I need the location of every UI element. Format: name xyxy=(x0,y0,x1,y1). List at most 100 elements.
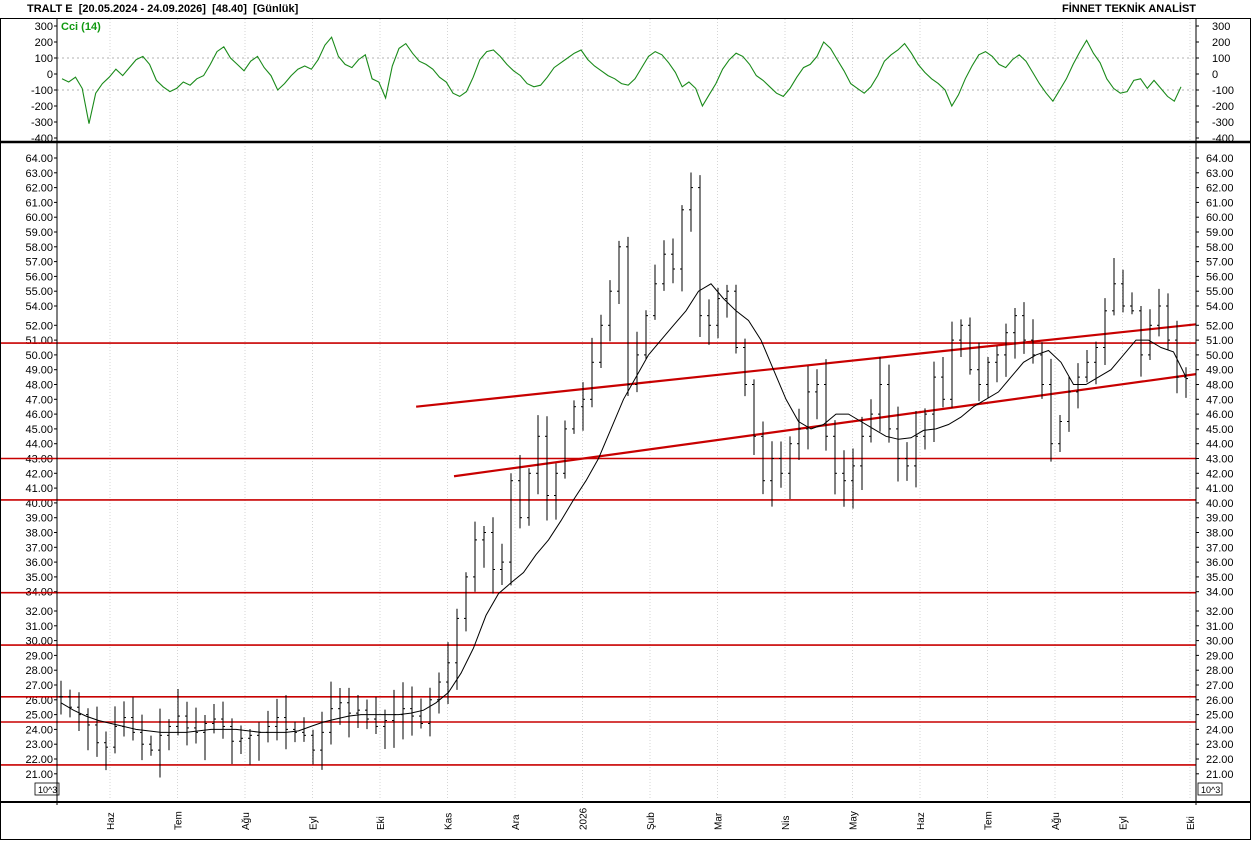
x-axis: Haz Tem Ağu Eyl Eki Kas Ara 2026 Şub Mar Nis May Haz… xyxy=(106,807,1197,830)
price-tick-label: 36.00 xyxy=(25,557,53,569)
price-tick-label-right: 58.00 xyxy=(1206,242,1234,254)
scale-badge-box xyxy=(34,782,60,796)
price-tick-label-right: 45.00 xyxy=(1206,424,1234,436)
price-tick-label: 58.00 xyxy=(25,242,53,254)
price-tick-label: 45.00 xyxy=(25,424,53,436)
cci-tick-label-right: 300 xyxy=(1212,21,1230,33)
price-tick-label: 27.00 xyxy=(25,680,53,692)
symbol: TRALT E xyxy=(27,3,73,15)
price-tick-label: 63.00 xyxy=(25,168,53,180)
price-tick-label-right: 63.00 xyxy=(1206,168,1234,180)
cci-tick-label-right: -200 xyxy=(1212,101,1234,113)
price-tick-label-right: 54.00 xyxy=(1206,301,1234,313)
price-tick-label: 37.00 xyxy=(25,542,53,554)
price-tick-label: 23.00 xyxy=(25,739,53,751)
price-tick-label: 21.00 xyxy=(25,769,53,781)
moving-average-line xyxy=(60,283,1187,733)
price-tick-label-right: 21.00 xyxy=(1206,769,1234,781)
price-tick-label-right: 49.00 xyxy=(1206,365,1234,377)
x-tick-label: Tem xyxy=(984,811,995,830)
price-tick-label: 52.00 xyxy=(25,320,53,332)
x-tick-label: Eyl xyxy=(1119,816,1130,830)
price-tick-label-right: 34.00 xyxy=(1206,587,1234,599)
price-tick-label: 61.00 xyxy=(25,197,53,209)
price-tick-label: 56.00 xyxy=(25,271,53,283)
price-tick-label: 47.00 xyxy=(25,394,53,406)
x-tick-label: 2026 xyxy=(579,807,590,830)
price-tick-label: 39.00 xyxy=(25,513,53,525)
price-tick-label: 43.00 xyxy=(25,454,53,466)
x-tick-label: Eyl xyxy=(309,816,320,830)
cci-tick-label-right: 100 xyxy=(1212,53,1230,65)
price-tick-label-right: 32.00 xyxy=(1206,606,1234,618)
x-tick-label: Eki xyxy=(376,816,387,830)
price-tick-label: 41.00 xyxy=(25,483,53,495)
channel-lower-line xyxy=(453,373,1197,478)
cci-tick-label: 100 xyxy=(35,53,53,65)
cci-tick-label: -200 xyxy=(31,101,53,113)
cci-tick-label: 200 xyxy=(35,37,53,49)
price-tick-label-right: 48.00 xyxy=(1206,380,1234,392)
price-tick-label-right: 62.00 xyxy=(1206,183,1234,195)
x-tick-label: Eki xyxy=(1186,816,1197,830)
cci-tick-label-right: -300 xyxy=(1212,117,1234,129)
moving-average xyxy=(60,283,1187,733)
price-tick-label-right: 36.00 xyxy=(1206,557,1234,569)
price-tick-label-right: 23.00 xyxy=(1206,739,1234,751)
brand-title: FİNNET TEKNİK ANALİST xyxy=(1061,3,1196,15)
price-tick-label: 42.00 xyxy=(25,468,53,480)
cci-tick-label-right: 0 xyxy=(1212,69,1218,81)
price-tick-label-right: 52.00 xyxy=(1206,320,1234,332)
x-tick-label: Ara xyxy=(511,814,522,830)
price-tick-label: 60.00 xyxy=(25,212,53,224)
period: [Günlük] xyxy=(253,3,299,15)
scale-badge-text: 10^3 xyxy=(1201,785,1220,795)
price-tick-label-right: 64.00 xyxy=(1206,153,1234,165)
price-tick-label: 50.00 xyxy=(25,350,53,362)
cci-tick-label: 300 xyxy=(35,21,53,33)
price-tick-label: 46.00 xyxy=(25,409,53,421)
x-tick-label: Nis xyxy=(781,816,792,830)
x-tick-label: Ağu xyxy=(241,812,252,830)
price-tick-label-right: 43.00 xyxy=(1206,454,1234,466)
x-tick-label: Şub xyxy=(646,812,657,830)
price-tick-label-right: 28.00 xyxy=(1206,665,1234,677)
x-tick-label: Mar xyxy=(714,812,725,830)
price-tick-label: 57.00 xyxy=(25,257,53,269)
price-tick-label-right: 57.00 xyxy=(1206,257,1234,269)
price-tick-label-right: 27.00 xyxy=(1206,680,1234,692)
price-tick-label-right: 44.00 xyxy=(1206,439,1234,451)
price-tick-label: 40.00 xyxy=(25,498,53,510)
price-tick-label-right: 41.00 xyxy=(1206,483,1234,495)
price-tick-label: 35.00 xyxy=(25,572,53,584)
cci-line xyxy=(61,36,1182,124)
scale-badge-box xyxy=(1197,782,1223,796)
x-tick-label: May xyxy=(849,811,860,830)
price-tick-label: 38.00 xyxy=(25,528,53,540)
price-tick-label: 62.00 xyxy=(25,183,53,195)
price-tick-label-right: 26.00 xyxy=(1206,695,1234,707)
price-tick-label: 51.00 xyxy=(25,335,53,347)
channel-upper-line xyxy=(416,323,1197,408)
price-tick-label-right: 60.00 xyxy=(1206,212,1234,224)
price-tick-label-right: 47.00 xyxy=(1206,394,1234,406)
price-tick-label-right: 37.00 xyxy=(1206,542,1234,554)
cci-tick-label-right: -100 xyxy=(1212,85,1234,97)
cci-tick-label: -100 xyxy=(31,85,53,97)
price-tick-label: 26.00 xyxy=(25,695,53,707)
x-tick-label: Haz xyxy=(106,812,117,830)
x-tick-label: Tem xyxy=(174,811,185,830)
price-tick-label-right: 42.00 xyxy=(1206,468,1234,480)
price-tick-label: 29.00 xyxy=(25,650,53,662)
price-tick-label: 55.00 xyxy=(25,286,53,298)
cci-axis: 300 300 200 200 100 100 0 0 -100 -100 -200 -200 -300… xyxy=(31,21,1234,145)
price-bars xyxy=(59,172,1188,778)
x-tick-label: Haz xyxy=(916,812,927,830)
price-tick-label: 44.00 xyxy=(25,439,53,451)
scale-badge-text: 10^3 xyxy=(38,785,57,795)
price-tick-label-right: 40.00 xyxy=(1206,498,1234,510)
price-tick-label-right: 22.00 xyxy=(1206,754,1234,766)
price-tick-label-right: 55.00 xyxy=(1206,286,1234,298)
